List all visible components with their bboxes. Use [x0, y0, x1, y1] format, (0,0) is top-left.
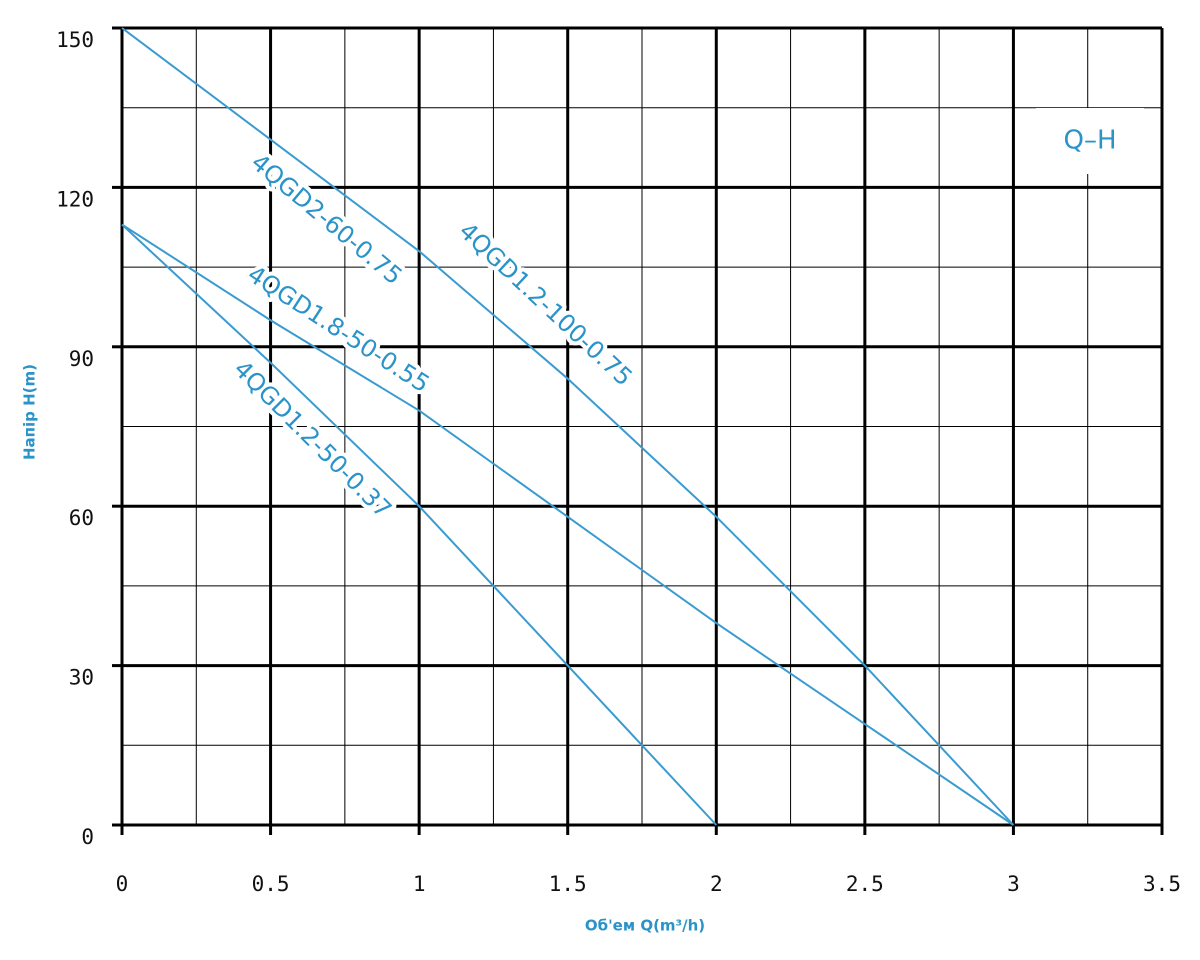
x-tick-label: 3.5: [1143, 872, 1181, 896]
series-line: [121, 223, 718, 826]
series-line: [121, 27, 1015, 826]
x-tick-label: 2: [710, 872, 723, 896]
y-tick-label: 90: [69, 347, 94, 371]
y-tick-label: 30: [69, 666, 94, 690]
tag-background: [1036, 108, 1144, 174]
y-tick-label: 120: [56, 187, 94, 211]
y-tick-label: 0: [81, 825, 94, 849]
y-tick-label: 60: [69, 506, 94, 530]
x-tick-label: 0.5: [252, 872, 290, 896]
series-line: [121, 223, 1014, 826]
x-tick-label: 3: [1007, 872, 1020, 896]
y-tick-label: 150: [56, 28, 94, 52]
x-tick-label: 1: [413, 872, 426, 896]
y-axis-title: Напір H(m): [21, 364, 39, 460]
series-label: 4QGD1.2-50-0.37: [228, 355, 397, 524]
x-tick-label: 2.5: [846, 872, 884, 896]
x-tick-label: 0: [116, 872, 129, 896]
tag: Q–H: [1063, 126, 1116, 156]
x-axis-title: Об'ем Q(m³/h): [585, 917, 705, 935]
x-tick-label: 1.5: [549, 872, 587, 896]
